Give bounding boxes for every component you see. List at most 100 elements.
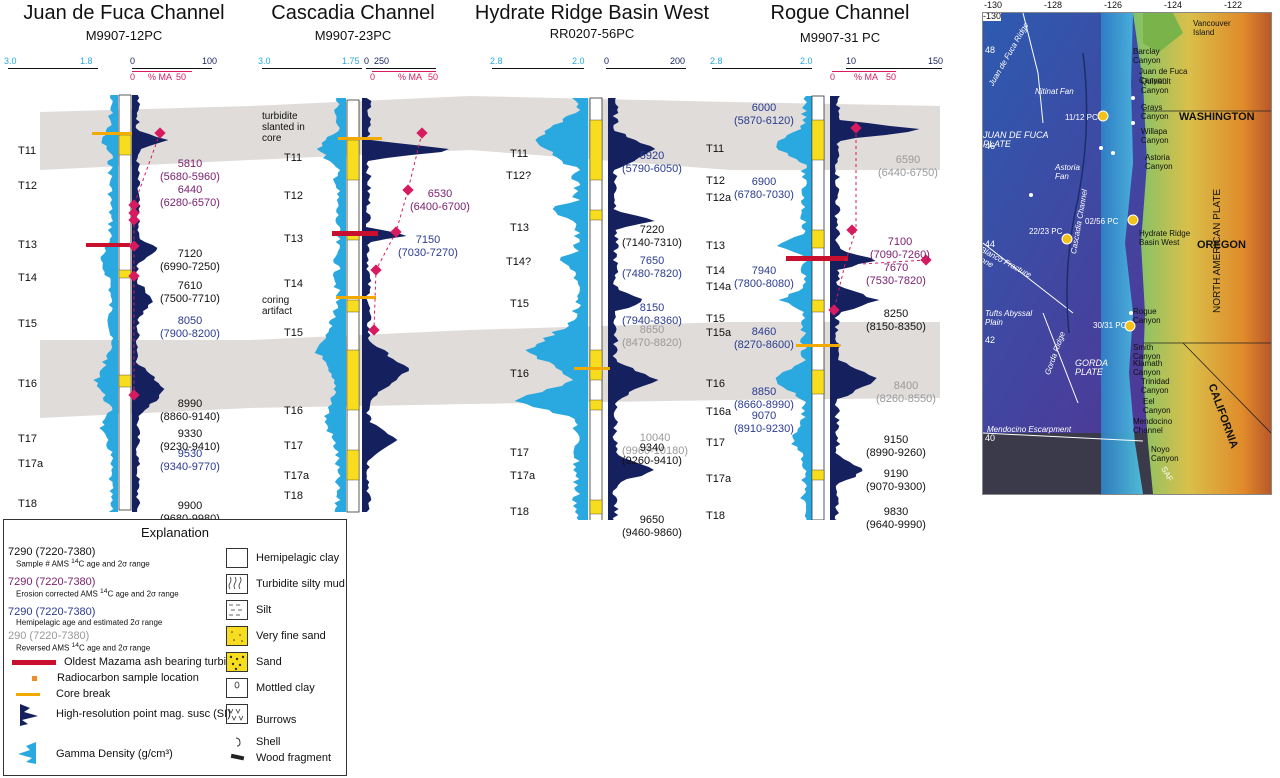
core-column-hrb-sand: [589, 349, 603, 381]
legend-age-main: 290 (7220-7380): [8, 630, 90, 642]
magsusc-curve-jdf: [132, 95, 169, 512]
legend-wood-fragment: Wood fragment: [256, 752, 332, 764]
event-label: T16: [510, 368, 529, 380]
mottled-clay-swatch: [226, 678, 248, 698]
event-label: T13: [18, 239, 37, 251]
core-column-cas-sand: [346, 299, 360, 313]
event-label: T12a: [706, 192, 732, 204]
legend-gamma: Gamma Density (g/cm³): [56, 748, 173, 760]
event-label: T14a: [706, 281, 732, 293]
map-label-tufts: Tufts Abyssal Plain: [985, 309, 1033, 327]
event-label: T16: [18, 378, 37, 390]
map-lon-tick: -122: [1224, 0, 1243, 10]
gamma-scale-rog: 2.8 2.0: [710, 56, 813, 76]
core-column-cas-sand: [346, 449, 360, 481]
legend-burrows: Burrows: [256, 714, 297, 726]
map-label-gorda-plate: GORDA PLATE: [1075, 358, 1108, 377]
event-label: T18: [284, 490, 303, 502]
ma-max-rog: 50: [886, 72, 897, 82]
map-label-rogue: Rogue Canyon: [1133, 307, 1161, 325]
radiocarbon-sample-marker: [416, 127, 428, 139]
core-column-jdf: [118, 94, 132, 511]
event-label: T17a: [18, 458, 44, 470]
ms-max-rog: 150: [928, 56, 944, 66]
ma-min-jdf: 0: [130, 72, 136, 82]
event-label: T11: [510, 148, 529, 160]
event-label: T11: [706, 143, 725, 155]
map-lon-tick: -130: [983, 12, 1002, 21]
core-title-cas: Cascadia Channel: [271, 2, 435, 24]
age-label: 9530 (9340-9770): [160, 448, 220, 473]
legend-title: Explanation: [141, 525, 209, 540]
age-label: 7940 (7800-8080): [734, 265, 794, 290]
legend-age-main: 7290 (7220-7380): [8, 606, 96, 618]
ms-scale-hrb: 0 200: [604, 56, 686, 76]
core-column-hrb-sand: [589, 399, 603, 411]
core-id-hrb: RR0207-56PC: [549, 26, 635, 41]
map-label-grays: Grays Canyon: [1141, 103, 1169, 121]
mazama-marker-jdf: [86, 243, 130, 247]
age-label: 7610 (7500-7710): [160, 280, 220, 305]
map-label-site-22-23: 22/23 PC: [1029, 227, 1063, 236]
legend-age-main: 7290 (7220-7380): [8, 576, 96, 588]
ma-scale-jdf: 0 % MA 50: [130, 71, 192, 90]
core-title-jdf: Juan de Fuca Channel: [23, 2, 225, 24]
ms-min-hrb: 0: [604, 56, 610, 66]
event-label: T18: [510, 506, 529, 518]
core-id-jdf: M9907-12PC: [85, 28, 163, 43]
event-label: T18: [706, 510, 725, 522]
radiocarbon-sample-marker: [128, 214, 140, 226]
gamma-scale-jdf: 3.0 1.8: [4, 56, 98, 76]
event-label: T13: [510, 222, 529, 234]
event-label: T14: [284, 278, 303, 290]
age-label: 8400 (8260-8550): [876, 380, 936, 405]
core-column-hrb: [589, 97, 603, 520]
core-column-rog-sand: [811, 119, 825, 161]
event-label: T15: [510, 298, 529, 310]
core-break-swatch: [16, 692, 40, 696]
legend-hemipelagic-clay: Hemipelagic clay: [256, 552, 340, 564]
core-break-cas: [338, 137, 382, 140]
event-label: T14: [706, 265, 725, 277]
note-turbidite-slanted: turbidite slanted in core: [262, 111, 305, 144]
core-column-hrb-sand: [589, 119, 603, 181]
ms-min-jdf: 0: [130, 56, 136, 66]
legend-age-desc: Hemipelagic age and estimated 2σ range: [16, 618, 163, 627]
core-break-cas-2: [336, 296, 376, 299]
event-label: T17a: [706, 473, 732, 485]
age-label: 9150 (8990-9260): [866, 434, 926, 459]
legend-silt: Silt: [256, 604, 272, 616]
map-label-astoria-fan: Astoria Fan: [1055, 163, 1080, 181]
map-lat-tick: 46: [985, 141, 996, 151]
core-column-rog-sand: [811, 469, 825, 481]
legend-core-break: Core break: [12, 688, 110, 700]
core-id-rog: M9907-31 PC: [799, 30, 881, 45]
radiocarbon-sample-marker: [128, 207, 140, 219]
ma-label-rog: % MA: [854, 72, 879, 82]
age-label: 6440 (6280-6570): [160, 184, 220, 209]
ma-max-cas: 50: [428, 72, 439, 82]
map-label-astoria-canyon: Astoria Canyon: [1145, 153, 1173, 171]
event-label: T14: [18, 272, 37, 284]
event-label: T12: [706, 175, 725, 187]
age-label: 6530 (6400-6700): [410, 188, 470, 213]
correlation-chart: [40, 94, 940, 520]
radiocarbon-link-jdf: [133, 132, 161, 395]
ma-min-cas: 0: [370, 72, 376, 82]
event-label: T17: [18, 433, 37, 445]
map-lat-tick: 44: [985, 239, 996, 249]
map-label-site-11-12: 11/12 PC: [1065, 113, 1098, 122]
event-label: T17: [284, 440, 303, 452]
legend: Explanation 7290 (7220-7380) Sample # AM…: [3, 519, 347, 776]
gamma-curve-cas: [314, 98, 346, 512]
legend-mottled-clay: Mottled clay: [256, 682, 315, 694]
map-lon-tick: -124: [1164, 0, 1183, 10]
gamma-max-rog: 2.0: [800, 56, 813, 66]
turbidite-silty-mud-swatch: [226, 574, 248, 594]
event-label: T17: [706, 437, 725, 449]
map-lat-tick: 40: [985, 433, 996, 443]
age-label: 7650 (7480-7820): [622, 255, 682, 280]
legend-radiocarbon: Radiocarbon sample location: [12, 672, 199, 684]
age-label: 7220 (7140-7310): [622, 224, 682, 249]
map-label-jdf-plate: JUAN DE FUCA PLATE: [983, 130, 1049, 149]
